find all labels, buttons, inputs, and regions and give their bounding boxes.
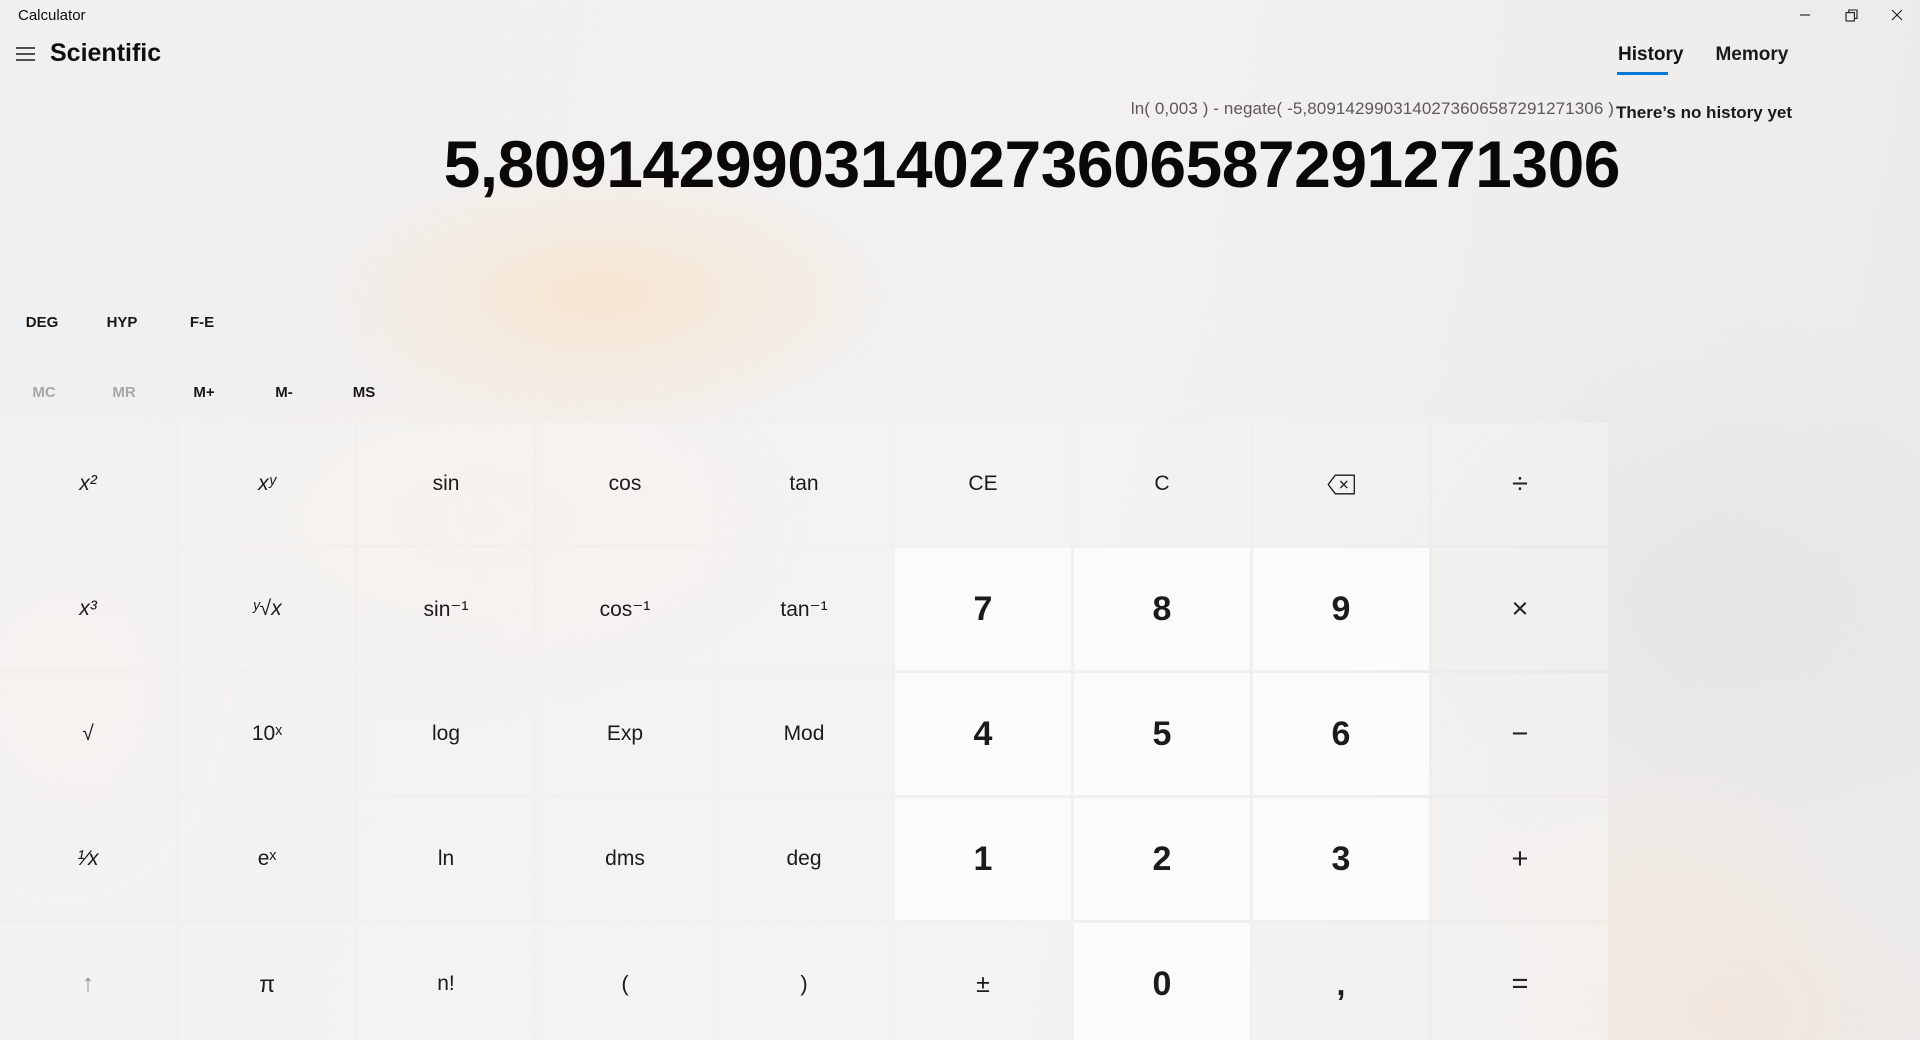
x-cubed-button[interactable]: x³	[0, 548, 176, 670]
seven-button[interactable]: 7	[895, 548, 1071, 670]
tab-history-label: History	[1618, 44, 1684, 65]
inverse-tangent-button[interactable]: tan⁻¹	[716, 548, 892, 670]
close-button[interactable]	[1874, 0, 1920, 30]
memory-subtract-button[interactable]: M-	[275, 383, 293, 401]
inverse-cosine-button[interactable]: cos⁻¹	[537, 548, 713, 670]
eight-button[interactable]: 8	[1074, 548, 1250, 670]
open-paren-button[interactable]: (	[537, 923, 713, 1040]
titlebar: Calculator	[0, 0, 1920, 30]
five-button[interactable]: 5	[1074, 673, 1250, 795]
decimal-separator-button[interactable]: ,	[1253, 923, 1429, 1040]
fe-toggle-button[interactable]: F-E	[189, 313, 215, 331]
restore-button[interactable]	[1828, 0, 1874, 30]
degrees-button[interactable]: deg	[716, 798, 892, 920]
angle-toggle-row: DEG HYP F-E	[10, 303, 234, 341]
deg-toggle-button[interactable]: DEG	[25, 313, 59, 331]
close-icon	[1891, 9, 1903, 21]
hyp-toggle-button[interactable]: HYP	[106, 313, 138, 331]
equals-button[interactable]: =	[1432, 923, 1608, 1040]
tab-history[interactable]: History	[1617, 44, 1684, 75]
memory-store-button[interactable]: MS	[352, 383, 376, 401]
memory-clear-button: MC	[32, 383, 56, 401]
clear-entry-button[interactable]: CE	[895, 423, 1071, 545]
shift-button: ↑	[0, 923, 176, 1040]
dms-button[interactable]: dms	[537, 798, 713, 920]
six-button[interactable]: 6	[1253, 673, 1429, 795]
zero-button[interactable]: 0	[1074, 923, 1250, 1040]
x-squared-button[interactable]: x²	[0, 423, 176, 545]
expression-display: ln( 0,003 ) - negate( -5,809142990314027…	[1130, 99, 1614, 118]
plus-minus-button[interactable]: ±	[895, 923, 1071, 1040]
restore-icon	[1844, 8, 1858, 22]
log-button[interactable]: log	[358, 673, 534, 795]
menu-button[interactable]	[6, 38, 44, 72]
ten-power-x-button[interactable]: 10ˣ	[179, 673, 355, 795]
inverse-sine-button[interactable]: sin⁻¹	[358, 548, 534, 670]
one-button[interactable]: 1	[895, 798, 1071, 920]
factorial-button[interactable]: n!	[358, 923, 534, 1040]
add-button[interactable]: +	[1432, 798, 1608, 920]
reciprocal-button[interactable]: ¹⁄x	[0, 798, 176, 920]
caption-buttons	[1782, 0, 1920, 30]
cosine-button[interactable]: cos	[537, 423, 713, 545]
x-power-y-button[interactable]: xʸ	[179, 423, 355, 545]
memory-add-button[interactable]: M+	[193, 383, 215, 401]
tab-memory-label: Memory	[1715, 44, 1789, 65]
square-root-button[interactable]: √	[0, 673, 176, 795]
close-paren-button[interactable]: )	[716, 923, 892, 1040]
mode-title: Scientific	[50, 39, 162, 67]
backspace-icon	[1327, 474, 1356, 495]
nine-button[interactable]: 9	[1253, 548, 1429, 670]
window-title: Calculator	[18, 7, 86, 24]
three-button[interactable]: 3	[1253, 798, 1429, 920]
keypad: x² xʸ sin cos tan CE C ÷ x³ ʸ√x sin⁻¹ cos⁻¹ tan⁻¹ 7 8 9…	[0, 423, 1608, 1040]
result-display: 5,8091429903140273606587291271306	[443, 127, 1621, 201]
divide-button[interactable]: ÷	[1432, 423, 1608, 545]
multiply-button[interactable]: ×	[1432, 548, 1608, 670]
minimize-button[interactable]	[1782, 0, 1828, 30]
natural-log-button[interactable]: ln	[358, 798, 534, 920]
memory-row: MC MR M+ M- MS	[12, 374, 396, 410]
memory-recall-button: MR	[112, 383, 136, 401]
y-root-x-button[interactable]: ʸ√x	[179, 548, 355, 670]
tab-memory[interactable]: Memory	[1715, 44, 1788, 75]
history-empty-message: There’s no history yet	[1616, 103, 1793, 122]
tangent-button[interactable]: tan	[716, 423, 892, 545]
pi-button[interactable]: π	[179, 923, 355, 1040]
mod-button[interactable]: Mod	[716, 673, 892, 795]
sine-button[interactable]: sin	[358, 423, 534, 545]
four-button[interactable]: 4	[895, 673, 1071, 795]
two-button[interactable]: 2	[1074, 798, 1250, 920]
hamburger-icon	[15, 46, 35, 65]
clear-button[interactable]: C	[1074, 423, 1250, 545]
exp-button[interactable]: Exp	[537, 673, 713, 795]
backspace-button[interactable]	[1253, 423, 1429, 545]
e-power-x-button[interactable]: eˣ	[179, 798, 355, 920]
active-tab-underline	[1617, 72, 1668, 75]
minimize-icon	[1799, 9, 1811, 21]
panel-tabs: History Memory	[1617, 44, 1788, 75]
subtract-button[interactable]: −	[1432, 673, 1608, 795]
